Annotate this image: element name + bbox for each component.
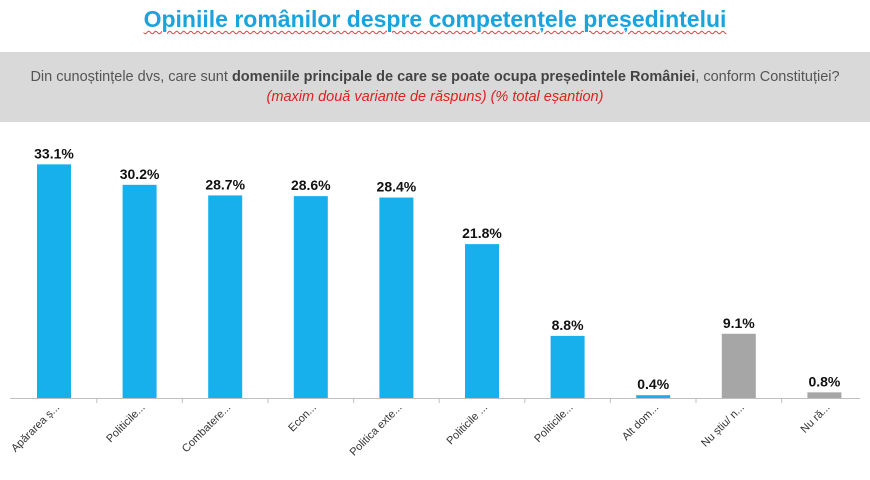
chart-title: Opiniile românilor despre competențele p… xyxy=(143,6,727,32)
bar-5 xyxy=(379,197,414,398)
value-label-5: 28.4% xyxy=(377,179,417,195)
bar-7 xyxy=(550,335,585,398)
category-label-2: Politicile... xyxy=(104,402,148,446)
value-label-1: 33.1% xyxy=(34,145,74,161)
question-note: (maxim două variante de răspuns) (% tota… xyxy=(266,89,604,105)
category-label-8: Alt dom... xyxy=(620,402,661,443)
bar-6 xyxy=(465,244,499,398)
question-banner: Din cunoștințele dvs, care sunt domeniil… xyxy=(0,52,870,122)
bar-8 xyxy=(636,395,671,398)
bar-chart: 33.1% Apărarea ș... 30.2% Politicile... 28.7… xyxy=(9,145,860,459)
bar-9 xyxy=(721,333,756,398)
value-label-4: 28.6% xyxy=(291,177,331,193)
question-text-start: Din cunoștințele dvs, care sunt xyxy=(30,69,232,85)
bar-4 xyxy=(293,196,328,398)
category-label-10: Nu ră... xyxy=(799,402,833,436)
bar-2 xyxy=(122,184,157,398)
survey-question: Din cunoștințele dvs, care sunt domeniil… xyxy=(15,67,855,107)
bar-3 xyxy=(208,195,243,398)
value-label-9: 9.1% xyxy=(723,315,755,331)
value-label-2: 30.2% xyxy=(120,166,160,182)
bar-10 xyxy=(807,392,842,398)
value-label-10: 0.8% xyxy=(808,373,840,389)
value-label-3: 28.7% xyxy=(205,176,245,192)
value-label-8: 0.4% xyxy=(637,376,669,392)
category-label-7: Politicile... xyxy=(532,402,576,446)
value-label-7: 8.8% xyxy=(552,317,584,333)
question-text-bold: domeniile principale de care se poate oc… xyxy=(231,69,696,85)
bar-1 xyxy=(37,164,71,398)
category-label-3: Combatere... xyxy=(180,402,233,455)
category-label-4: Econ... xyxy=(286,402,319,435)
question-text-end: , conform Constituției? xyxy=(695,69,840,85)
category-label-6: Politicile ... xyxy=(444,402,490,448)
category-label-1: Apărarea ș... xyxy=(9,402,62,455)
value-label-6: 21.8% xyxy=(462,225,502,241)
category-label-5: Politica exte... xyxy=(348,402,405,459)
category-label-9: Nu știu/ n... xyxy=(699,402,747,450)
